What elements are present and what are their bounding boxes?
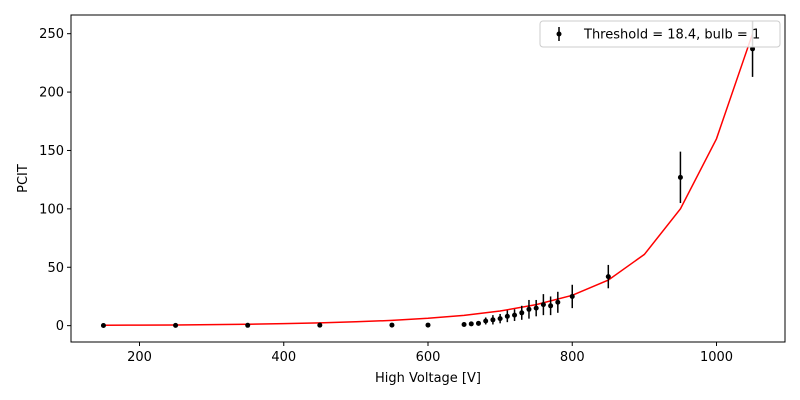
- x-axis-label: High Voltage [V]: [375, 371, 481, 386]
- data-point: [569, 293, 575, 299]
- data-point: [519, 310, 525, 316]
- y-tick-label: 50: [47, 261, 64, 276]
- data-point: [526, 306, 532, 312]
- y-tick-label: 100: [39, 202, 64, 217]
- data-point: [461, 321, 467, 327]
- legend: Threshold = 18.4, bulb = 1: [539, 20, 781, 48]
- legend-box: [539, 20, 781, 48]
- data-point: [548, 303, 554, 309]
- y-tick-label: 250: [39, 27, 64, 42]
- data-point: [245, 322, 251, 328]
- data-point: [512, 312, 518, 318]
- data-point: [317, 322, 323, 328]
- plot-frame: [70, 14, 786, 343]
- x-tick-label: 200: [127, 350, 152, 365]
- data-point: [555, 299, 561, 305]
- x-tick-label: 400: [271, 350, 296, 365]
- data-point: [605, 274, 611, 280]
- data-point: [750, 46, 756, 52]
- data-point: [100, 323, 106, 329]
- y-axis-label: PCIT: [16, 164, 31, 193]
- data-point: [468, 321, 474, 327]
- data-point: [504, 313, 510, 319]
- data-point: [533, 305, 539, 311]
- y-tick-label: 0: [56, 319, 64, 334]
- data-point: [475, 320, 481, 326]
- legend-entry-label: Threshold = 18.4, bulb = 1: [583, 28, 760, 43]
- data-point: [540, 302, 546, 308]
- data-point: [389, 322, 395, 328]
- data-point: [173, 322, 179, 328]
- data-point: [483, 318, 489, 324]
- x-tick-label: 800: [560, 350, 585, 365]
- x-tick-label: 1000: [700, 350, 733, 365]
- data-point: [497, 316, 503, 322]
- fit-line: [103, 33, 754, 327]
- data-point: [677, 174, 683, 180]
- x-tick-label: 600: [416, 350, 441, 365]
- data-point: [490, 317, 496, 323]
- y-tick-label: 150: [39, 144, 64, 159]
- y-tick-label: 200: [39, 86, 64, 101]
- legend-marker: [556, 31, 562, 37]
- data-point: [425, 322, 431, 328]
